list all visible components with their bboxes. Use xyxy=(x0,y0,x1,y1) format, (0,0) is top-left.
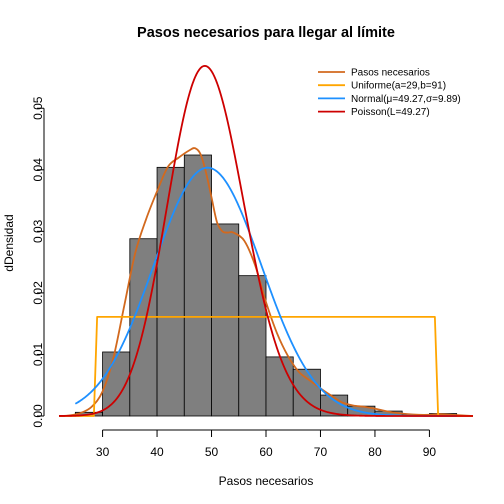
histogram-bar xyxy=(293,369,320,416)
x-tick-label: 90 xyxy=(423,445,437,459)
x-tick-label: 30 xyxy=(96,445,110,459)
y-tick-label: 0.02 xyxy=(31,281,45,305)
y-tick-label: 0.00 xyxy=(31,404,45,428)
histogram-bar xyxy=(157,167,184,416)
histogram-bar xyxy=(184,155,211,416)
x-axis-title: Pasos necesarios xyxy=(219,474,314,488)
histogram-bar xyxy=(266,357,293,416)
chart-title: Pasos necesarios para llegar al límite xyxy=(137,25,395,41)
legend-label: Uniforme(a=29,b=91) xyxy=(351,81,446,92)
legend-label: Pasos necesarios xyxy=(351,68,430,79)
histogram-bar xyxy=(239,276,266,416)
y-tick-label: 0.05 xyxy=(31,96,45,120)
legend-label: Normal(μ=49.27,σ=9.89) xyxy=(351,94,461,105)
x-tick-label: 70 xyxy=(314,445,328,459)
x-tick-label: 80 xyxy=(368,445,382,459)
y-tick-label: 0.03 xyxy=(31,219,45,243)
x-tick-label: 40 xyxy=(150,445,164,459)
y-tick-label: 0.01 xyxy=(31,342,45,366)
x-tick-label: 60 xyxy=(259,445,273,459)
y-tick-label: 0.04 xyxy=(31,158,45,182)
x-tick-label: 50 xyxy=(205,445,219,459)
legend-label: Poisson(L=49.27) xyxy=(351,107,430,118)
y-axis-title: dDensidad xyxy=(2,214,16,271)
histogram-bar xyxy=(212,224,239,416)
